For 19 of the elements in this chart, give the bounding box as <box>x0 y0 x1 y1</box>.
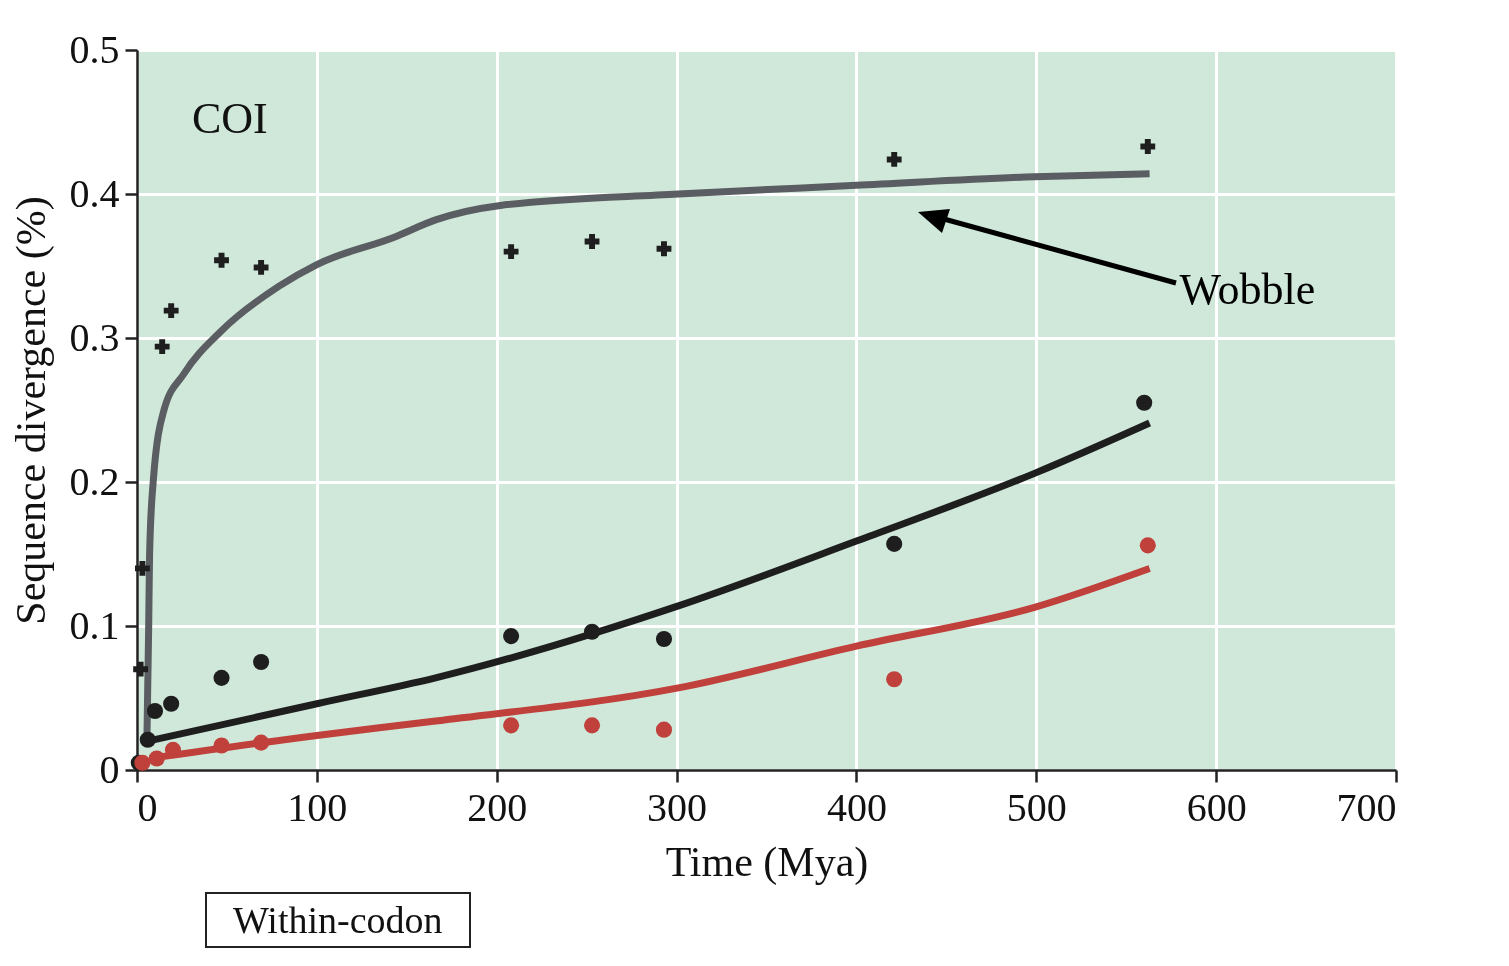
x-tick-label: 400 <box>826 784 887 830</box>
x-tick-label: 600 <box>1186 784 1247 830</box>
y-tick-label: 0.4 <box>69 170 120 216</box>
annotation: Wobble <box>1179 264 1316 315</box>
x-tick-label: 0 <box>137 784 158 830</box>
x-tick-label: 700 <box>1336 784 1397 830</box>
annotation: COI <box>192 94 268 143</box>
x-tick-label: 200 <box>467 784 528 830</box>
x-tick-label: 300 <box>647 784 708 830</box>
y-tick-label: 0.1 <box>69 602 120 648</box>
y-tick-label: 0 <box>99 746 120 792</box>
x-tick-label: 100 <box>287 784 348 830</box>
y-tick-label: 0.3 <box>69 314 120 360</box>
y-axis-title: Sequence divergence (%) <box>7 196 55 625</box>
x-axis-title: Time (Mya) <box>665 838 869 886</box>
y-tick-label: 0.2 <box>69 458 120 504</box>
text: Within-codon <box>205 892 471 948</box>
y-tick-label: 0.5 <box>69 26 120 72</box>
x-tick-label: 500 <box>1006 784 1067 830</box>
